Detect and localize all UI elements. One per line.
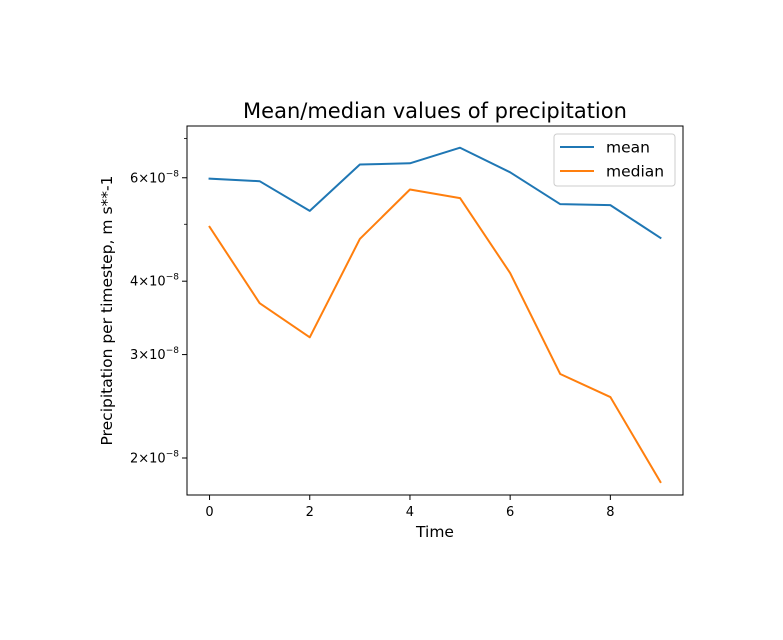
y-tick-label: 4×10−8 (130, 273, 179, 290)
x-tick-label: 0 (205, 505, 213, 520)
plot-area: 0 2 4 6 8 2×10−8 3×10−8 4×10−8 6×10−8 mean median (130, 125, 684, 520)
x-tick-label: 4 (406, 505, 414, 520)
y-tick-label: 2×10−8 (130, 450, 179, 467)
legend-label-mean: mean (606, 139, 650, 157)
y-axis-label: Precipitation per timestep, m s**-1 (98, 176, 116, 446)
x-axis-label: Time (415, 523, 454, 541)
x-tick-label: 8 (606, 505, 614, 520)
plot-frame (186, 125, 684, 496)
y-tick-label: 6×10−8 (130, 169, 179, 186)
series-line-mean (208, 146, 662, 240)
x-tick-label: 6 (506, 505, 514, 520)
legend-label-median: median (606, 163, 664, 181)
series-line-median (208, 188, 662, 484)
chart-title: Mean/median values of precipitation (243, 99, 627, 123)
y-tick-label: 3×10−8 (130, 346, 179, 363)
x-tick-label: 2 (306, 505, 314, 520)
